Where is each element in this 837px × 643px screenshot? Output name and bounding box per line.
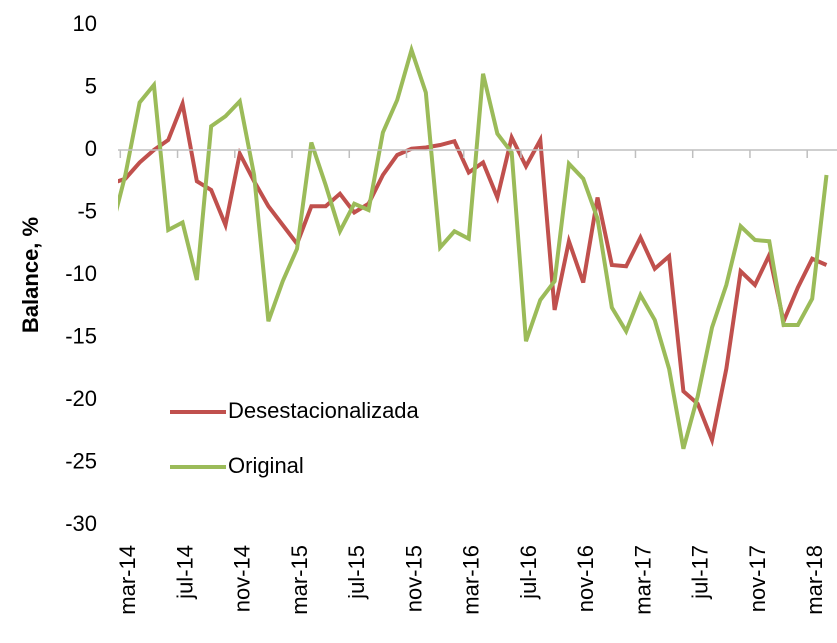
x-tick-label: jul-14 [172,545,197,600]
series-line [118,96,828,448]
y-tick-label: -5 [77,198,97,223]
plot-area [118,43,829,450]
y-tick-label: -20 [65,386,97,411]
y-tick-label: 10 [73,11,97,36]
y-tick-label: -15 [65,323,97,348]
x-tick-label: mar-14 [115,545,140,615]
series-line [118,43,829,450]
x-tick-label: nov-17 [745,545,770,612]
y-tick-label: -25 [65,448,97,473]
x-tick-label: mar-15 [287,545,312,615]
y-tick-label: 5 [85,73,97,98]
y-tick-label: 0 [85,136,97,161]
legend-label: Desestacionalizada [228,398,420,423]
legend-label: Original [228,453,304,478]
x-tick-label: jul-17 [688,545,713,600]
y-tick-label: -30 [65,511,97,536]
x-tick-label: jul-16 [516,545,541,600]
x-tick-label: jul-15 [344,545,369,600]
x-tick-label: nov-14 [230,545,255,612]
x-tick-label: nov-15 [401,545,426,612]
y-axis-title: Balance, % [18,217,43,333]
x-tick-label: mar-17 [630,545,655,615]
x-tick-label: nov-16 [573,545,598,612]
x-tick-label: mar-16 [459,545,484,615]
x-tick-label: mar-18 [802,545,827,615]
y-tick-label: -10 [65,261,97,286]
